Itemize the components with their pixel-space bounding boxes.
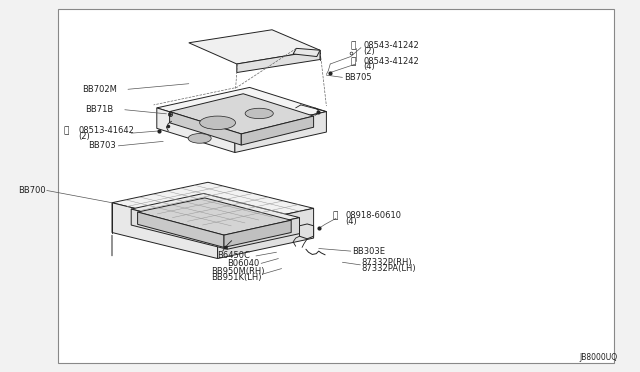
FancyBboxPatch shape: [58, 9, 614, 363]
Text: B06040: B06040: [227, 259, 259, 268]
Ellipse shape: [200, 116, 236, 129]
Text: BB705: BB705: [344, 73, 372, 82]
Polygon shape: [218, 208, 314, 259]
Polygon shape: [112, 182, 314, 229]
Text: BB950M(RH): BB950M(RH): [211, 267, 265, 276]
Text: Ⓝ: Ⓝ: [333, 211, 338, 220]
Text: BB703: BB703: [88, 141, 115, 150]
Polygon shape: [241, 116, 314, 145]
Text: BB303E: BB303E: [352, 247, 385, 256]
Polygon shape: [131, 193, 300, 233]
Text: 87332P(RH): 87332P(RH): [362, 258, 412, 267]
Polygon shape: [157, 87, 326, 132]
Polygon shape: [300, 224, 314, 239]
Ellipse shape: [188, 134, 211, 143]
Polygon shape: [224, 220, 291, 247]
Text: 08543-41242: 08543-41242: [364, 41, 419, 50]
Text: BB951K(LH): BB951K(LH): [211, 273, 262, 282]
Text: Ⓢ: Ⓢ: [64, 126, 69, 135]
Polygon shape: [138, 212, 224, 247]
Polygon shape: [157, 108, 235, 153]
Text: 08543-41242: 08543-41242: [364, 57, 419, 66]
Text: JB8000UQ: JB8000UQ: [579, 353, 618, 362]
Text: 08513-41642: 08513-41642: [78, 126, 134, 135]
Polygon shape: [237, 50, 320, 73]
Ellipse shape: [245, 108, 273, 119]
Polygon shape: [138, 198, 291, 235]
Polygon shape: [227, 218, 300, 249]
Text: Ⓢ: Ⓢ: [351, 41, 356, 50]
Text: B6450C: B6450C: [218, 251, 250, 260]
Text: (4): (4): [364, 62, 375, 71]
Polygon shape: [170, 112, 241, 145]
Text: 08918-60610: 08918-60610: [346, 211, 402, 220]
Text: (4): (4): [346, 217, 357, 226]
Text: (2): (2): [78, 132, 90, 141]
Text: BB71B: BB71B: [85, 105, 113, 114]
Polygon shape: [112, 203, 218, 259]
Polygon shape: [170, 94, 314, 134]
Text: (2): (2): [364, 47, 375, 56]
Text: BB700: BB700: [18, 186, 45, 195]
Polygon shape: [235, 112, 326, 153]
Polygon shape: [189, 30, 320, 64]
Polygon shape: [131, 209, 227, 249]
Text: BB702M: BB702M: [82, 85, 116, 94]
Text: 87332PA(LH): 87332PA(LH): [362, 264, 416, 273]
Text: Ⓢ: Ⓢ: [351, 57, 356, 66]
Polygon shape: [293, 48, 320, 57]
